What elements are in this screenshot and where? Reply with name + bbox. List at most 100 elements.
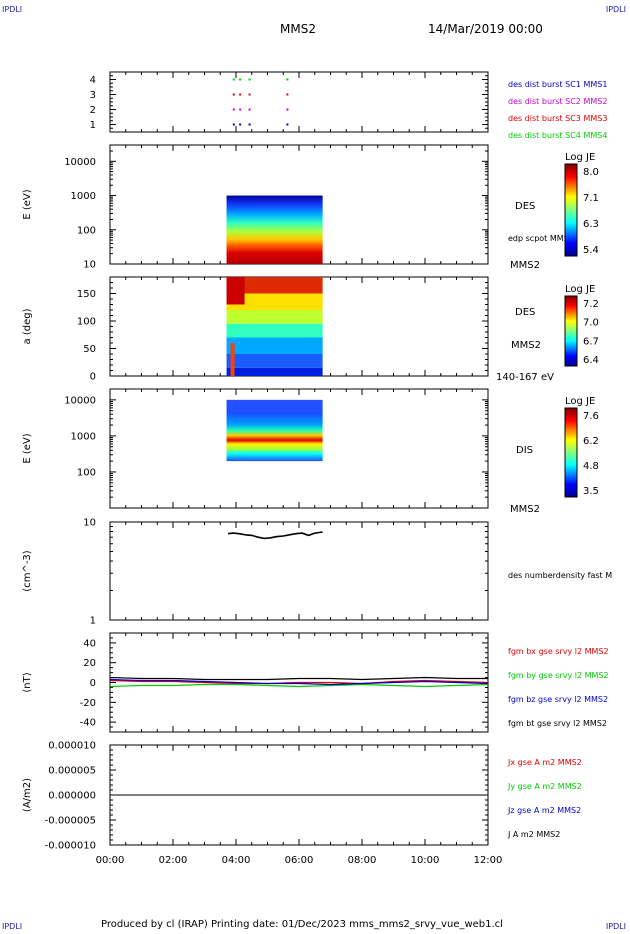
y-tick-label: 10000: [64, 157, 96, 168]
burst-marker: [232, 108, 235, 111]
colorbar-tick-label: 6.4: [583, 355, 599, 366]
pitch-band: [226, 277, 323, 294]
series-line: [109, 678, 489, 686]
colorbar-title: Log JE: [565, 152, 595, 163]
colorbar-title: Log JE: [565, 396, 595, 407]
x-tick-label: 10:00: [411, 855, 440, 866]
corner-mark-bottom-right: IPDLI: [605, 922, 626, 931]
panel-label: edp scpot MMS2: [508, 234, 574, 243]
series-line: [109, 676, 488, 681]
panel-label: MMS2: [510, 260, 540, 271]
colorbar-tick-label: 7.0: [583, 318, 599, 329]
panel-label: DES: [515, 201, 535, 212]
y-tick-label: -20: [80, 698, 96, 709]
y-tick-label: -40: [80, 718, 96, 729]
y-tick-label: 4: [90, 75, 96, 86]
dis-energy-panel-image: [226, 399, 323, 462]
burst-marker: [232, 123, 235, 126]
y-tick-label: 100: [77, 467, 96, 478]
legend-entry: Jz gse A m2 MMS2: [507, 806, 581, 815]
y-tick-label: -0.000010: [45, 841, 96, 852]
y-tick-label: 100: [77, 317, 96, 328]
burst-marker: [239, 108, 242, 111]
burst-marker: [232, 93, 235, 96]
corner-mark-top-left: IPDLI: [2, 5, 23, 14]
y-tick-label: 40: [83, 638, 96, 649]
density-panel-frame: [109, 521, 489, 621]
colorbar-tick-label: 7.6: [583, 411, 599, 422]
y-tick-label: 150: [77, 289, 96, 300]
x-tick-label: 12:00: [474, 855, 503, 866]
pitch-band: [226, 310, 323, 324]
y-tick-label: 1: [90, 120, 96, 131]
colorbar-title: Log JE: [565, 284, 595, 295]
panel-label: DES: [515, 307, 535, 318]
y-axis-label: (cm^-3): [22, 550, 33, 591]
y-tick-label: 0.000010: [48, 741, 96, 752]
legend-entry: fgm by gse srvy l2 MMS2: [508, 671, 609, 680]
legend-entry: J A m2 MMS2: [507, 830, 560, 839]
burst-marker: [239, 93, 242, 96]
y-tick-label: 3: [90, 90, 96, 101]
legend-entry: des dist burst SC1 MMS1: [508, 80, 607, 89]
panel-label: 140-167 eV: [496, 372, 554, 383]
y-tick-label: 100: [77, 225, 96, 236]
panel-label: MMS2: [511, 340, 541, 351]
y-tick-label: 0: [90, 678, 96, 689]
y-tick-label: -0.000005: [45, 816, 96, 827]
legend-entry: fgm bt gse srvy l2 MMS2: [508, 719, 607, 728]
legend-entry: des numberdensity fast M: [508, 571, 612, 580]
x-tick-label: 02:00: [159, 855, 188, 866]
legend-entry: Jx gse A m2 MMS2: [507, 758, 582, 767]
y-tick-label: 1000: [71, 431, 96, 442]
x-tick-label: 04:00: [222, 855, 251, 866]
panel-label: MMS2: [510, 504, 540, 515]
colorbar-tick-label: 6.3: [583, 219, 599, 230]
burst-marker: [239, 78, 242, 81]
burst-marker: [286, 123, 289, 126]
pitch-band: [226, 277, 245, 305]
legend-entry: fgm bx gse srvy l2 MMS2: [508, 647, 609, 656]
series-line: [109, 683, 489, 688]
colorbar-tick-label: 3.5: [583, 486, 599, 497]
spacecraft-title: MMS2: [280, 22, 316, 36]
burst-marker: [248, 93, 251, 96]
footer-credit: Produced by cl (IRAP) Printing date: 01/…: [101, 919, 503, 930]
y-tick-label: 10000: [64, 395, 96, 406]
y-tick-label: 0.000005: [48, 766, 96, 777]
y-tick-label: 0.000000: [48, 791, 96, 802]
burst-panel-frame: [109, 71, 489, 133]
burst-marker: [248, 108, 251, 111]
pitch-band: [230, 343, 235, 376]
burst-marker: [239, 123, 242, 126]
pitch-band: [226, 354, 323, 368]
dis-energy-colorbar: [564, 407, 578, 498]
series-line: [228, 531, 323, 540]
y-tick-label: 10: [83, 260, 96, 271]
date-time-title: 14/Mar/2019 00:00: [428, 22, 543, 36]
pitch-band: [226, 337, 323, 354]
y-axis-label: a (deg): [22, 308, 33, 344]
x-tick-label: 00:00: [96, 855, 125, 866]
colorbar-tick-label: 6.2: [583, 436, 599, 447]
colorbar-tick-label: 7.1: [583, 193, 599, 204]
corner-mark-bottom-left: IPDLI: [2, 922, 23, 931]
panel-label: DIS: [516, 445, 533, 456]
burst-marker: [248, 123, 251, 126]
colorbar-tick-label: 6.7: [583, 336, 599, 347]
y-tick-label: 2: [90, 105, 96, 116]
y-axis-label: E (eV): [22, 189, 33, 219]
series-line: [109, 679, 489, 685]
corner-mark-top-right: IPDLI: [605, 5, 626, 14]
colorbar-tick-label: 8.0: [583, 167, 599, 178]
y-tick-label: 0: [90, 372, 96, 383]
x-tick-label: 08:00: [348, 855, 377, 866]
pitch-band: [226, 323, 323, 338]
legend-entry: des dist burst SC4 MMS4: [508, 131, 607, 140]
legend-entry: des dist burst SC2 MMS2: [508, 97, 607, 106]
burst-marker: [232, 78, 235, 81]
burst-marker: [286, 108, 289, 111]
y-tick-label: 1: [90, 616, 96, 627]
x-tick-label: 06:00: [285, 855, 314, 866]
